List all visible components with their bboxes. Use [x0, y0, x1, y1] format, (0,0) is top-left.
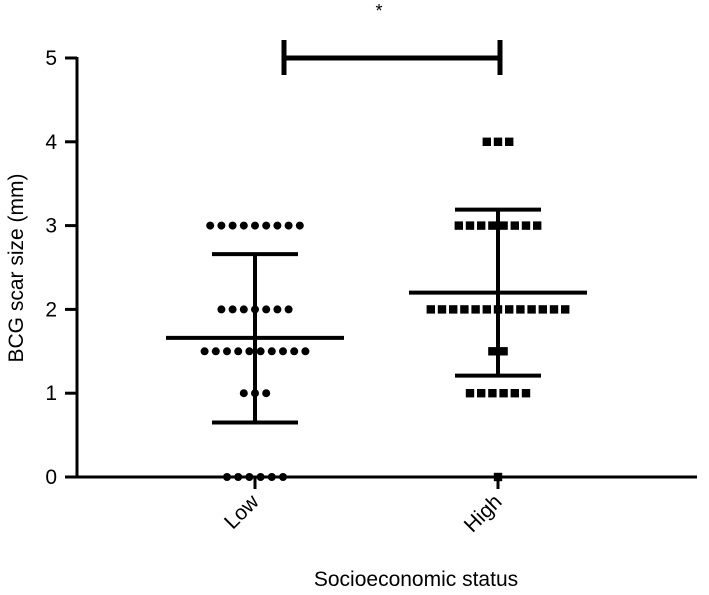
data-point	[284, 305, 293, 314]
data-point	[426, 305, 435, 314]
y-tick-label: 1	[45, 382, 57, 405]
y-tick-label: 5	[45, 47, 57, 70]
data-point	[437, 305, 447, 314]
data-point	[493, 137, 503, 146]
x-tick-label: High	[460, 490, 507, 537]
data-marks	[200, 137, 570, 482]
data-point	[538, 305, 547, 314]
data-point	[505, 305, 514, 314]
data-point	[460, 305, 469, 314]
y-tick-label: 4	[45, 131, 57, 154]
data-point	[273, 305, 282, 314]
data-point	[234, 473, 243, 481]
data-point	[465, 389, 475, 398]
data-point	[477, 221, 486, 230]
y-tick-label: 3	[45, 215, 57, 238]
data-point	[488, 221, 497, 230]
data-point	[262, 305, 271, 314]
data-point	[521, 389, 531, 398]
data-point	[273, 221, 282, 230]
data-point	[505, 137, 514, 146]
data-point	[239, 305, 248, 314]
data-point	[223, 473, 231, 481]
data-point	[200, 347, 209, 356]
data-point	[245, 473, 254, 481]
data-point	[488, 347, 497, 356]
data-point	[449, 305, 458, 314]
data-point	[493, 472, 503, 482]
data-point	[267, 473, 276, 481]
data-point	[477, 389, 486, 398]
data-point	[279, 347, 287, 356]
data-point	[533, 221, 542, 230]
data-point	[295, 221, 304, 230]
data-point	[217, 221, 226, 230]
data-point	[206, 221, 215, 230]
summary-bars	[166, 207, 587, 425]
x-tick-label: Low	[220, 490, 264, 534]
data-point	[279, 473, 287, 481]
data-point	[482, 137, 491, 146]
data-point	[228, 221, 237, 230]
data-point	[499, 221, 508, 230]
data-point	[465, 221, 475, 230]
data-point	[262, 221, 271, 230]
y-axis-label: BCG scar size (mm)	[5, 174, 28, 363]
data-point	[223, 347, 231, 356]
annotations: *	[281, 1, 503, 75]
data-point	[228, 305, 237, 314]
data-point	[516, 305, 525, 314]
data-point	[488, 389, 497, 398]
data-point	[211, 347, 220, 356]
x-axis-label: Socioeconomic status	[314, 568, 518, 591]
data-point	[521, 221, 531, 230]
data-point	[471, 305, 480, 314]
data-point	[527, 305, 536, 314]
data-point	[290, 347, 299, 356]
axes: 0 1 2 3 4 5 Low High	[45, 47, 697, 537]
data-point	[284, 221, 293, 230]
data-point	[217, 305, 226, 314]
data-point	[239, 221, 248, 230]
data-point	[267, 347, 276, 356]
data-point	[301, 347, 310, 356]
data-point	[245, 347, 254, 356]
data-point	[239, 389, 248, 398]
data-point	[549, 305, 559, 314]
y-tick-label: 2	[45, 298, 57, 321]
data-point	[256, 473, 265, 481]
data-point	[454, 221, 463, 230]
data-point	[499, 347, 508, 356]
data-point	[234, 347, 243, 356]
data-point	[256, 347, 265, 356]
data-point	[510, 221, 519, 230]
data-point	[499, 389, 508, 398]
data-point	[262, 389, 271, 398]
y-tick-label: 0	[45, 466, 57, 489]
significance-star: *	[375, 1, 382, 21]
data-point	[561, 305, 570, 314]
data-point	[510, 389, 519, 398]
data-point	[251, 221, 259, 230]
data-point	[482, 305, 491, 314]
